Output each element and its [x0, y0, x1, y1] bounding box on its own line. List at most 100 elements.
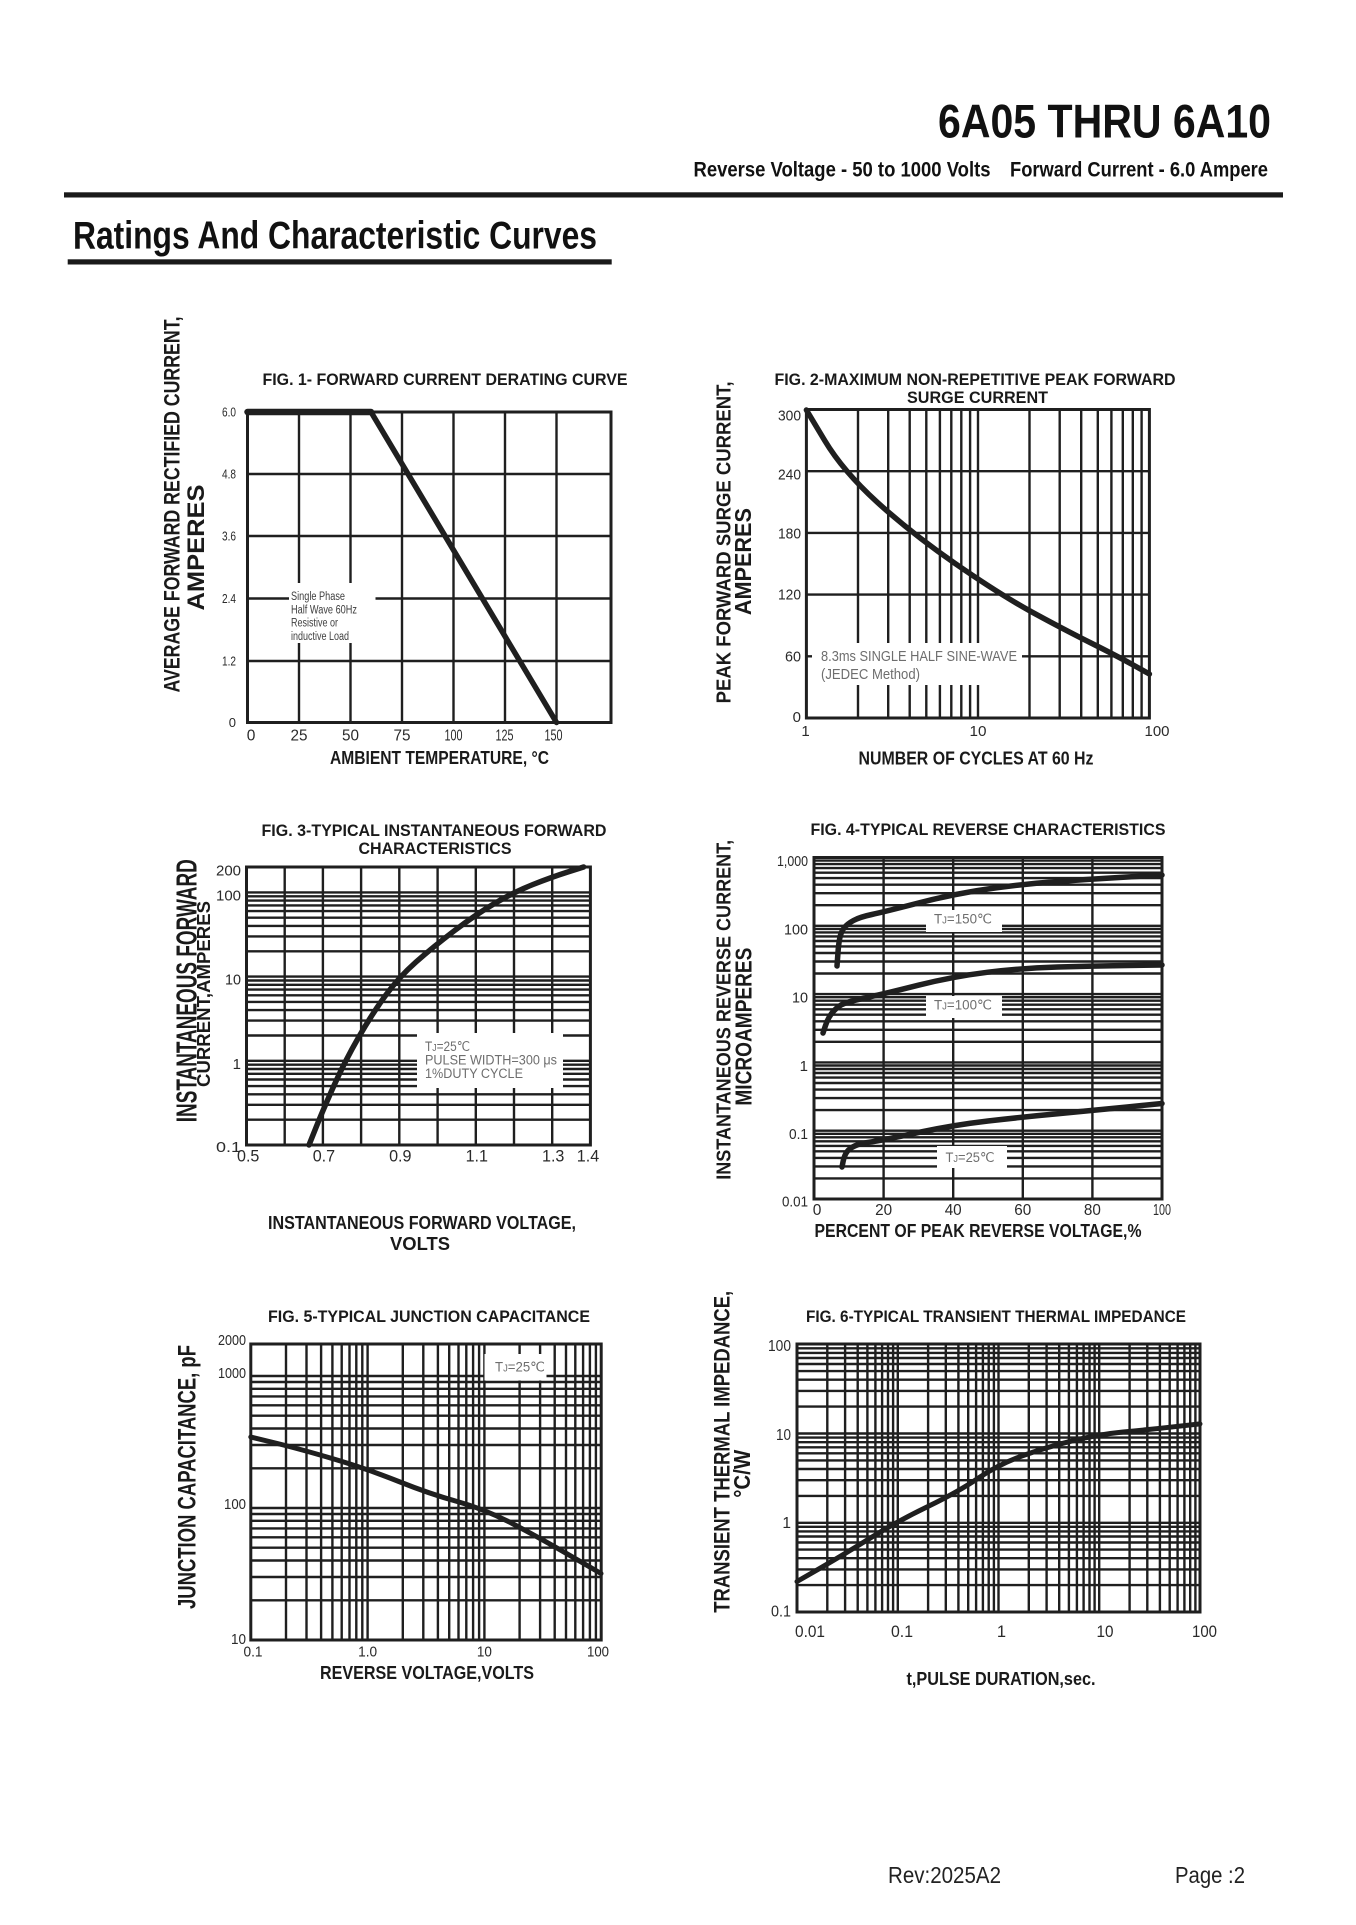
svg-text:AMPERES: AMPERES: [183, 485, 210, 611]
svg-text:0: 0: [813, 1202, 822, 1219]
svg-text:AMPERES: AMPERES: [730, 508, 756, 615]
svg-text:Half Wave 60Hz: Half Wave 60Hz: [291, 604, 357, 616]
svg-text:100: 100: [1192, 1623, 1217, 1641]
svg-text:FIG. 6-TYPICAL TRANSIENT THERM: FIG. 6-TYPICAL TRANSIENT THERMAL IMPEDAN…: [806, 1307, 1186, 1326]
svg-text:1: 1: [233, 1056, 241, 1073]
svg-text:PEAK FORWARD SURGE CURRENT,: PEAK FORWARD SURGE CURRENT,: [714, 381, 736, 703]
svg-text:60: 60: [785, 648, 801, 665]
svg-text:INSTANTANEOUS FORWARD: INSTANTANEOUS FORWARD: [172, 859, 204, 1122]
svg-text:1.0: 1.0: [358, 1644, 377, 1661]
svg-text:6A05 THRU 6A10: 6A05 THRU 6A10: [938, 95, 1271, 148]
svg-text:inductive Load: inductive Load: [291, 631, 349, 643]
svg-text:100: 100: [1153, 1202, 1171, 1219]
svg-text:1: 1: [782, 1515, 791, 1532]
svg-text:0.01: 0.01: [782, 1194, 808, 1211]
svg-text:150: 150: [545, 728, 563, 745]
svg-text:INSTANTANEOUS REVERSE CURRENT,: INSTANTANEOUS REVERSE CURRENT,: [713, 840, 736, 1180]
svg-text:Forward Current - 6.0 Ampere: Forward Current - 6.0 Ampere: [1010, 158, 1268, 182]
svg-text:VOLTS: VOLTS: [390, 1234, 450, 1254]
svg-text:SURGE CURRENT: SURGE CURRENT: [907, 388, 1049, 407]
svg-text:Single Phase: Single Phase: [291, 591, 345, 603]
svg-text:TJ=150℃: TJ=150℃: [934, 911, 992, 927]
svg-text:100: 100: [1145, 723, 1170, 740]
svg-text:10: 10: [776, 1427, 791, 1444]
svg-text:10: 10: [477, 1644, 492, 1661]
svg-text:20: 20: [875, 1202, 892, 1219]
svg-text:1.3: 1.3: [542, 1146, 564, 1165]
svg-text:2000: 2000: [218, 1332, 246, 1349]
svg-text:REVERSE VOLTAGE,VOLTS: REVERSE VOLTAGE,VOLTS: [320, 1663, 534, 1683]
svg-text:0: 0: [793, 709, 801, 726]
svg-text:2.4: 2.4: [222, 591, 236, 606]
svg-text:AMBIENT TEMPERATURE, °C: AMBIENT TEMPERATURE, °C: [330, 748, 549, 768]
svg-text:FIG. 1- FORWARD CURRENT DERATI: FIG. 1- FORWARD CURRENT DERATING CURVE: [263, 370, 628, 389]
svg-text:0.1: 0.1: [789, 1126, 808, 1143]
svg-text:1.1: 1.1: [466, 1146, 488, 1165]
svg-text:1.4: 1.4: [577, 1146, 599, 1165]
svg-text:PULSE WIDTH=300 μs: PULSE WIDTH=300 μs: [425, 1053, 557, 1068]
svg-text:0.9: 0.9: [389, 1146, 411, 1165]
svg-text:0.5: 0.5: [237, 1146, 259, 1165]
svg-text:MICROAMPERES: MICROAMPERES: [730, 948, 756, 1106]
svg-text:FIG. 4-TYPICAL REVERSE CHARACT: FIG. 4-TYPICAL REVERSE CHARACTERISTICS: [811, 820, 1166, 839]
svg-text:300: 300: [778, 408, 801, 425]
svg-text:100: 100: [587, 1644, 609, 1661]
svg-text:0.1: 0.1: [891, 1623, 913, 1641]
svg-text:60: 60: [1014, 1202, 1031, 1219]
svg-text:75: 75: [394, 728, 411, 745]
svg-text:10: 10: [792, 990, 808, 1007]
svg-text:TJ=25℃: TJ=25℃: [425, 1039, 470, 1054]
svg-text:100: 100: [768, 1338, 791, 1355]
svg-text:125: 125: [496, 728, 514, 745]
svg-text:40: 40: [945, 1202, 962, 1219]
svg-text:AVERAGE FORWARD RECTIFIED CURR: AVERAGE FORWARD RECTIFIED CURRENT,: [160, 317, 185, 693]
svg-text:TJ=25℃: TJ=25℃: [495, 1359, 545, 1375]
svg-text:0.7: 0.7: [313, 1146, 335, 1165]
svg-text:1: 1: [801, 723, 809, 740]
svg-text:1000: 1000: [218, 1365, 246, 1382]
svg-text:FIG. 3-TYPICAL INSTANTANEOUS F: FIG. 3-TYPICAL INSTANTANEOUS FORWARD: [262, 821, 607, 840]
svg-text:100: 100: [445, 728, 463, 745]
svg-text:FIG. 5-TYPICAL JUNCTION CAPACI: FIG. 5-TYPICAL JUNCTION CAPACITANCE: [268, 1307, 590, 1326]
svg-text:1: 1: [997, 1623, 1006, 1641]
svg-text:180: 180: [778, 526, 801, 543]
svg-text:Ratings And Characteristic Cur: Ratings And Characteristic Curves: [73, 215, 597, 258]
svg-text:PERCENT OF PEAK REVERSE VOLTAG: PERCENT OF PEAK REVERSE VOLTAGE,%: [815, 1221, 1142, 1241]
svg-text:200: 200: [216, 863, 241, 880]
svg-text:INSTANTANEOUS FORWARD VOLTAGE,: INSTANTANEOUS FORWARD VOLTAGE,: [268, 1213, 576, 1233]
svg-text:10: 10: [225, 972, 241, 989]
svg-text:0: 0: [247, 728, 256, 745]
svg-text:4.8: 4.8: [222, 467, 236, 482]
svg-text:80: 80: [1084, 1202, 1101, 1219]
svg-text:1,000: 1,000: [777, 853, 808, 870]
svg-text:6.0: 6.0: [222, 405, 236, 420]
svg-text:8.3ms SINGLE HALF SINE-WAVE: 8.3ms SINGLE HALF SINE-WAVE: [821, 649, 1017, 665]
svg-text:NUMBER OF CYCLES AT 60 Hz: NUMBER OF CYCLES AT 60 Hz: [859, 749, 1094, 769]
svg-text:Reverse Voltage - 50 to 1000 V: Reverse Voltage - 50 to 1000 Volts: [694, 158, 991, 182]
svg-text:3.6: 3.6: [222, 529, 236, 544]
svg-text:120: 120: [778, 587, 801, 604]
svg-text:10: 10: [1097, 1623, 1114, 1641]
svg-text:TRANSIENT THERMAL IMPEDANCE,: TRANSIENT THERMAL IMPEDANCE,: [709, 1291, 734, 1613]
svg-text:25: 25: [291, 728, 308, 745]
svg-text:1: 1: [800, 1058, 808, 1075]
svg-text:0: 0: [229, 715, 236, 730]
svg-text:Page :2: Page :2: [1175, 1862, 1245, 1888]
svg-text:0.01: 0.01: [795, 1623, 825, 1641]
svg-text:100: 100: [784, 921, 808, 938]
svg-text:100: 100: [216, 888, 241, 905]
svg-text:100: 100: [224, 1496, 246, 1513]
svg-text:240: 240: [778, 467, 801, 484]
svg-text:(JEDEC Method): (JEDEC Method): [821, 667, 920, 683]
svg-text:0.1: 0.1: [216, 1139, 241, 1156]
svg-text:°C/W: °C/W: [729, 1450, 755, 1498]
svg-text:1.2: 1.2: [222, 654, 236, 669]
svg-text:t,PULSE DURATION,sec.: t,PULSE DURATION,sec.: [907, 1669, 1096, 1689]
svg-text:FIG. 2-MAXIMUM NON-REPETITIVE: FIG. 2-MAXIMUM NON-REPETITIVE PEAK FORWA…: [775, 370, 1176, 389]
svg-text:JUNCTION CAPACITANCE, pF: JUNCTION CAPACITANCE, pF: [173, 1345, 201, 1609]
svg-text:50: 50: [342, 728, 359, 745]
svg-text:10: 10: [970, 723, 987, 740]
svg-text:10: 10: [231, 1631, 246, 1648]
svg-text:0.1: 0.1: [771, 1604, 791, 1621]
svg-text:Resistive or: Resistive or: [291, 618, 338, 630]
